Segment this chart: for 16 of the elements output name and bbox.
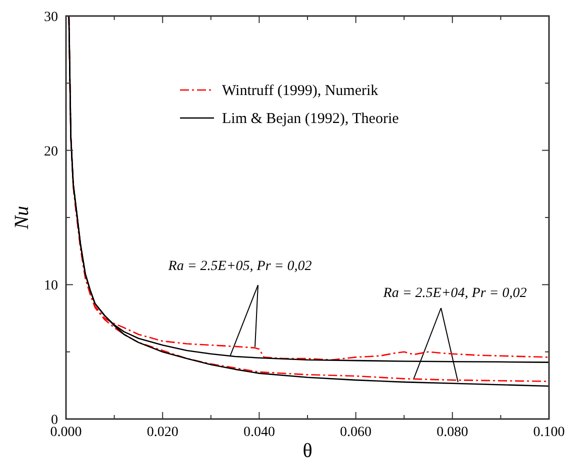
legend-label: Wintruff (1999), Numerik xyxy=(222,83,379,99)
y-tick-label: 20 xyxy=(44,144,58,160)
annotation: Ra = 2.5E+04, Pr = 0,02 xyxy=(382,286,527,301)
y-tick-label: 30 xyxy=(44,10,58,25)
x-axis-title: θ xyxy=(302,440,312,462)
x-tick-label: 0.000 xyxy=(50,425,82,440)
x-tick-label: 0.020 xyxy=(146,425,178,440)
legend-label: Lim & Bejan (1992), Theorie xyxy=(222,111,400,127)
y-tick-label: 10 xyxy=(44,278,58,294)
annotation: Ra = 2.5E+05, Pr = 0,02 xyxy=(167,259,312,274)
y-tick-label: 0 xyxy=(51,413,58,428)
x-tick-label: 0.100 xyxy=(533,425,565,440)
x-tick-label: 0.060 xyxy=(340,425,372,440)
x-tick-label: 0.040 xyxy=(243,425,275,440)
y-axis-title: Nu xyxy=(11,206,33,230)
x-tick-label: 0.080 xyxy=(436,425,468,440)
